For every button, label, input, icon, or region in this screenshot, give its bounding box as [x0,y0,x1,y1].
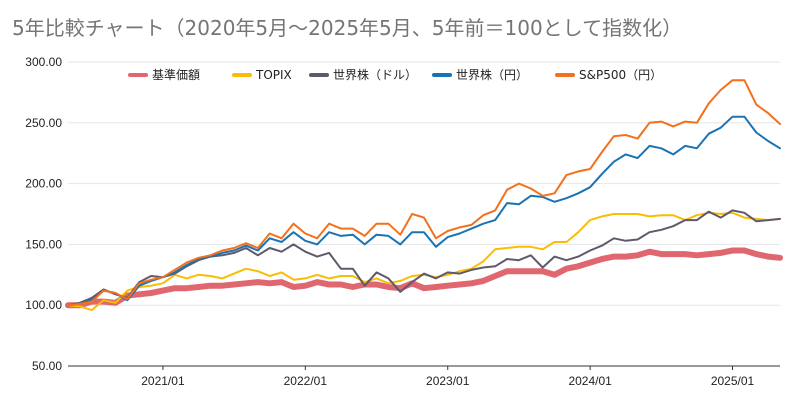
x-tick-label: 2025/01 [711,374,755,388]
series-line-2 [67,211,781,312]
y-tick-label: 300.00 [25,55,62,69]
axes: 50.00 100.00 150.00 200.00 250.00 300.00 2021/… [25,55,754,388]
x-tick-label: 2021/01 [141,374,185,388]
legend-label: S&P500（円） [579,68,662,82]
y-tick-label: 50.00 [32,359,62,373]
legend-label: 世界株（円） [456,67,528,82]
series-line-4 [67,115,781,307]
legend-label: TOPIX [255,68,292,82]
gridlines [68,61,780,367]
y-tick-label: 150.00 [25,237,62,251]
y-tick-label: 100.00 [25,298,62,312]
legend-label: 基準価額 [152,67,200,82]
y-tick-label: 200.00 [25,177,62,191]
series-line-1 [65,247,783,309]
series-line-5 [67,79,781,307]
x-tick-label: 2023/01 [426,374,470,388]
legend: 基準価額 TOPIX 世界株（ドル） 世界株（円） S&P500（円） [128,67,662,82]
x-tick-label: 2024/01 [568,374,612,388]
x-tick-label: 2022/01 [284,374,328,388]
series-line-3 [67,209,781,307]
y-tick-label: 250.00 [25,116,62,130]
series-lines [65,79,783,312]
chart-title: 5年比較チャート（2020年5月〜2025年5月、5年前＝100として指数化） [12,16,683,40]
legend-label: 世界株（ドル） [333,67,417,82]
